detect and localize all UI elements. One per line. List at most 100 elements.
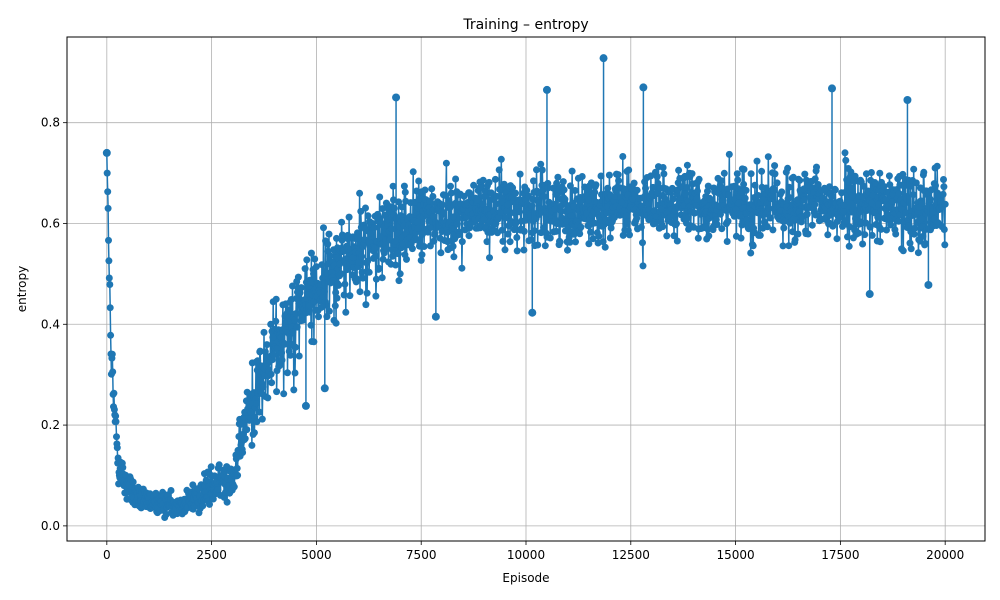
series-point [326, 252, 334, 260]
series-point [253, 418, 261, 426]
x-tick-label: 10000 [507, 548, 545, 562]
series-point [398, 203, 406, 211]
x-tick-label: 15000 [716, 548, 754, 562]
series-point [479, 176, 487, 184]
series-point [510, 209, 518, 217]
series-point [379, 205, 387, 213]
series-point [413, 218, 421, 226]
spike-point [599, 54, 608, 63]
series-point [639, 239, 646, 247]
series-point [854, 229, 862, 237]
series-point [152, 489, 160, 497]
series-point [876, 169, 884, 177]
spike-point [102, 148, 111, 157]
series-point [370, 224, 378, 231]
series-point [707, 196, 715, 204]
series-point [215, 461, 223, 469]
series-point [941, 241, 949, 249]
series-point [804, 230, 812, 238]
series-point [103, 169, 111, 177]
series-point [611, 192, 619, 200]
y-tick-label: 0.4 [41, 317, 60, 331]
series-point [927, 186, 935, 194]
series-point [110, 406, 118, 413]
series-point [684, 214, 692, 222]
series-point [269, 333, 277, 341]
series-point [605, 171, 613, 179]
series-point [356, 189, 364, 197]
series-point [773, 179, 781, 187]
series-point [527, 236, 535, 244]
series-point [567, 212, 575, 220]
series-point [839, 207, 847, 215]
series-point [273, 388, 281, 396]
series-point [355, 259, 363, 266]
series-point [318, 261, 326, 269]
series-point [748, 212, 756, 220]
series-point [751, 181, 759, 189]
series-point [332, 319, 340, 327]
series-point [619, 153, 627, 160]
series-point [363, 289, 371, 297]
series-point [442, 192, 450, 199]
series-point [618, 198, 626, 206]
series-point [371, 244, 379, 252]
series-point [167, 487, 175, 494]
series-point [571, 187, 579, 194]
series-point [259, 383, 267, 391]
series-point [105, 257, 113, 265]
series-point [597, 172, 605, 180]
series-point [903, 195, 911, 203]
series-point [345, 213, 353, 221]
series-point [485, 178, 493, 186]
series-point [561, 227, 569, 235]
series-point [899, 247, 907, 255]
series-point [551, 205, 559, 213]
series-point [704, 225, 712, 233]
series-point [311, 255, 319, 263]
series-point [725, 150, 733, 158]
series-point [717, 210, 724, 218]
series-point [650, 207, 658, 215]
series-point [940, 176, 947, 183]
spike-point [528, 308, 537, 317]
y-tick-label: 0.2 [41, 418, 60, 432]
series-point [705, 232, 713, 240]
series-point [506, 238, 514, 246]
series-point [623, 212, 631, 220]
series-point [272, 295, 280, 303]
series-point [747, 170, 755, 178]
series-point [861, 231, 869, 239]
series-point [895, 190, 903, 198]
series-point [592, 181, 600, 189]
series-point [207, 463, 215, 471]
series-point [906, 182, 914, 190]
series-point [735, 199, 743, 207]
series-point [389, 182, 397, 190]
series-point [378, 274, 386, 282]
series-point [626, 231, 633, 239]
spike-point [431, 312, 440, 321]
series-point [479, 200, 487, 208]
series-point [566, 238, 574, 246]
series-point [633, 214, 641, 222]
series-point [513, 234, 521, 241]
series-point [683, 161, 691, 169]
series-point [247, 408, 255, 416]
chart-title: Training – entropy [462, 17, 588, 33]
series-point [663, 232, 671, 240]
series-point [520, 246, 528, 254]
series-point [487, 189, 495, 197]
series-point [530, 177, 537, 185]
series-point [824, 231, 832, 239]
series-point [358, 253, 366, 260]
series-point [811, 201, 819, 208]
series-point [346, 292, 354, 300]
series-point [365, 268, 373, 276]
series-point [740, 180, 748, 188]
series-point [747, 249, 755, 257]
series-point [560, 186, 568, 194]
series-point [290, 386, 298, 394]
series-point [481, 193, 488, 201]
